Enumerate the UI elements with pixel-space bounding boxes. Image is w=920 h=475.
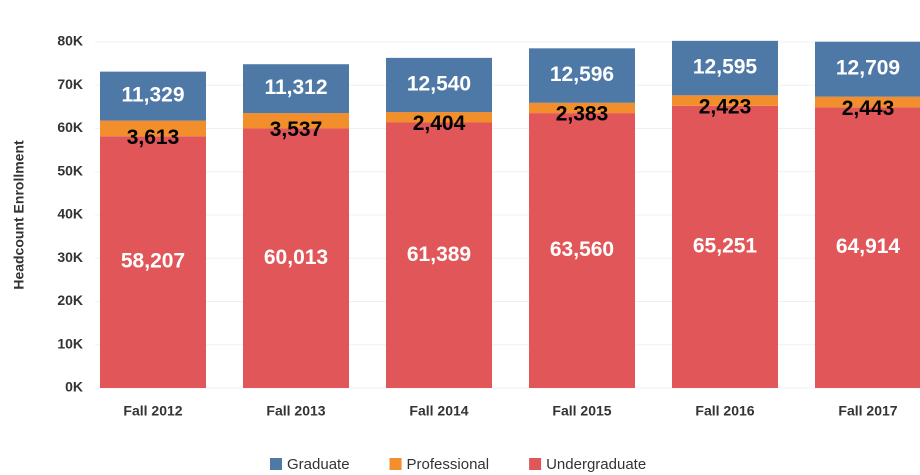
x-tick-label: Fall 2016	[695, 403, 754, 419]
x-tick-label: Fall 2014	[409, 403, 468, 419]
legend-swatch	[389, 458, 402, 470]
data-label: 3,537	[270, 118, 323, 141]
y-axis-title: Headcount Enrollment	[11, 140, 27, 290]
bar-segment	[386, 57, 492, 113]
legend-swatch	[270, 458, 282, 470]
data-label: 3,613	[127, 126, 180, 149]
legend-label: Professional	[407, 456, 490, 473]
bar-segment	[529, 102, 635, 114]
y-tick-label: 50K	[57, 162, 83, 178]
y-tick-label: 10K	[57, 335, 83, 351]
bar-segment	[672, 105, 778, 388]
legend-swatch	[529, 458, 542, 470]
y-tick-label: 70K	[57, 76, 83, 92]
bar-segment	[815, 107, 920, 388]
bar-segment	[386, 112, 492, 123]
data-label: 2,443	[842, 97, 895, 120]
x-tick-label: Fall 2013	[266, 403, 325, 419]
bar-segment	[672, 95, 778, 106]
y-tick-label: 80K	[57, 33, 83, 49]
bar-segment	[100, 71, 206, 121]
x-tick-label: Fall 2015	[552, 403, 611, 419]
bar-segment	[243, 128, 349, 388]
bar-segment	[386, 122, 492, 388]
x-tick-label: Fall 2012	[123, 403, 182, 419]
data-label: 58,207	[121, 250, 185, 273]
y-tick-label: 60K	[57, 119, 83, 135]
data-label: 12,595	[693, 56, 758, 79]
bar-segment	[100, 120, 206, 137]
data-label: 63,560	[550, 238, 614, 261]
y-tick-label: 20K	[57, 292, 83, 308]
y-tick-label: 0K	[65, 379, 83, 395]
data-label: 2,404	[413, 112, 466, 135]
data-label: 65,251	[693, 234, 758, 257]
legend-label: Undergraduate	[546, 456, 646, 473]
y-tick-label: 30K	[57, 249, 83, 265]
bar-segment	[815, 41, 920, 97]
bar-segment	[672, 40, 778, 96]
bar-segment	[529, 113, 635, 388]
data-label: 12,709	[836, 57, 900, 80]
data-label: 64,914	[836, 235, 901, 258]
data-label: 61,389	[407, 243, 471, 266]
legend-label: Graduate	[287, 456, 350, 473]
bar-segment	[529, 48, 635, 103]
data-label: 12,596	[550, 63, 614, 86]
y-tick-label: 40K	[57, 206, 83, 222]
bar-segment	[243, 64, 349, 114]
data-label: 11,312	[264, 76, 327, 99]
data-label: 12,540	[407, 73, 471, 96]
bar-segment	[815, 96, 920, 108]
data-label: 2,383	[556, 103, 609, 126]
x-tick-label: Fall 2017	[838, 403, 897, 419]
data-label: 60,013	[264, 246, 328, 269]
data-label: 2,423	[699, 95, 752, 118]
bar-segment	[243, 113, 349, 129]
data-label: 11,329	[121, 84, 184, 107]
bar-segment	[100, 136, 206, 388]
